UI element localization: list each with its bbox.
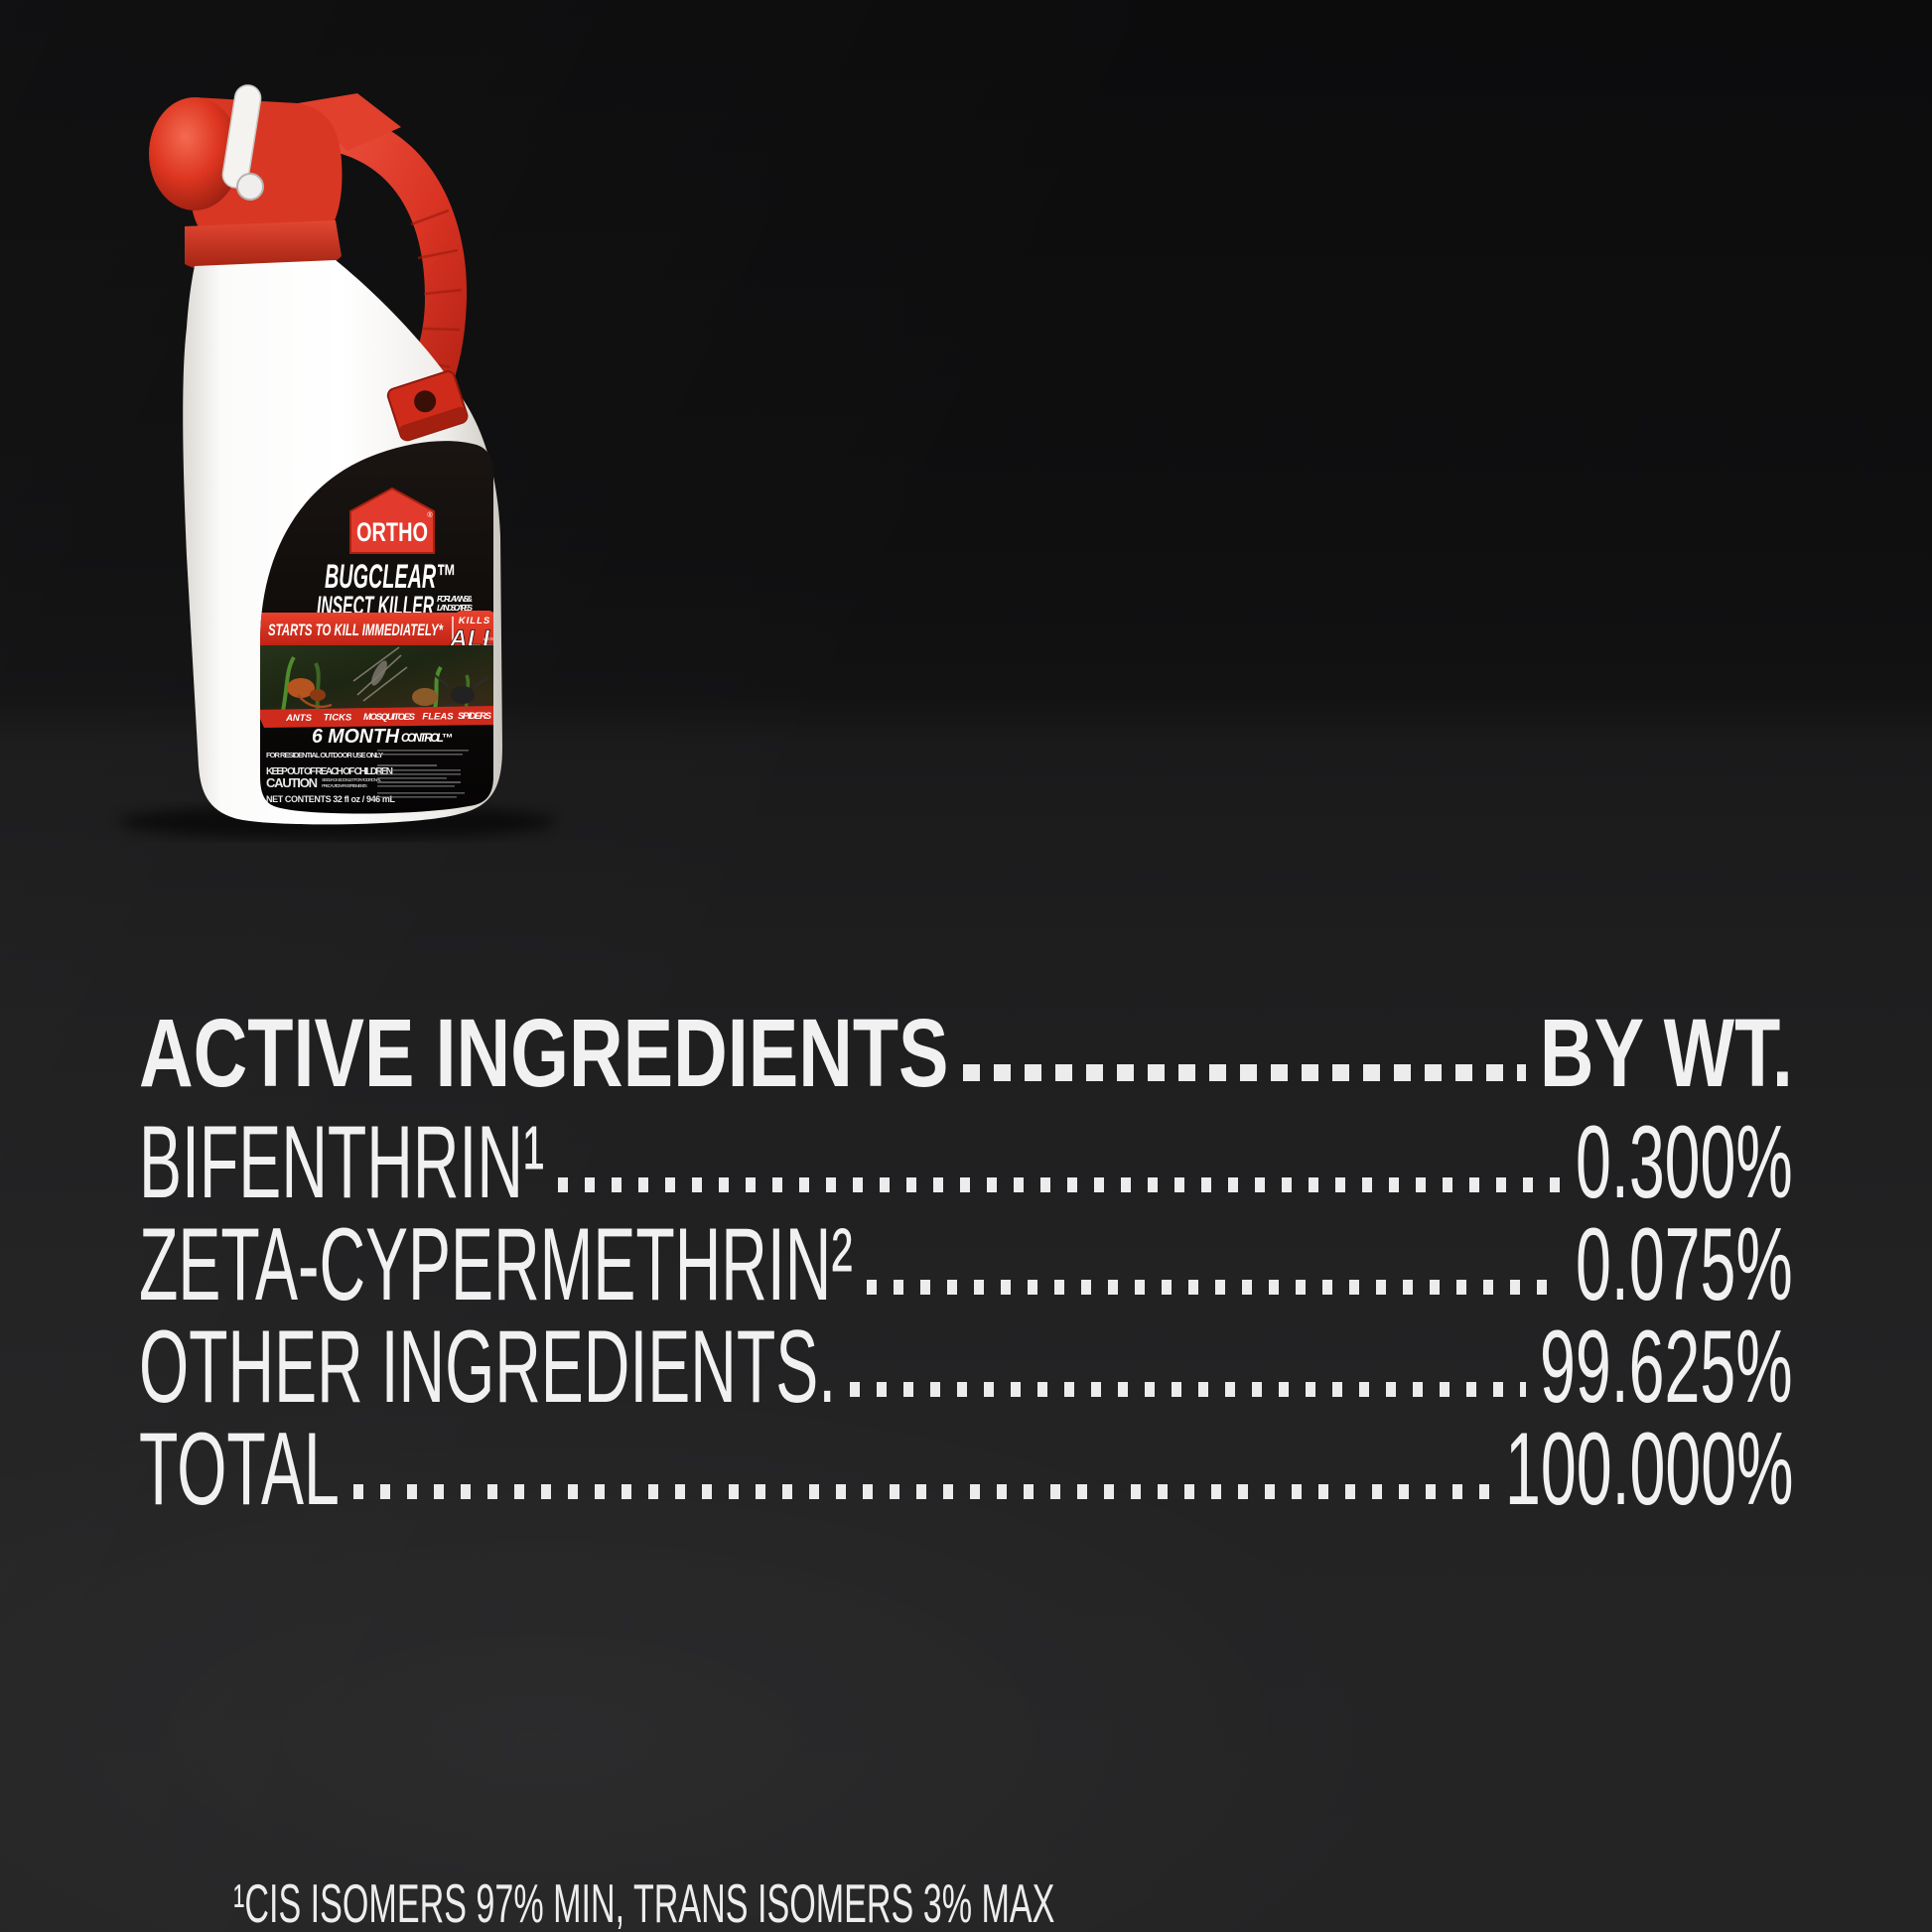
for-lawns-line2: LANDSCAPES [437, 603, 473, 613]
ingredient-row-other-ingredients: OTHER INGREDIENTS. 99.625% [139, 1315, 1793, 1419]
ingredient-row-zeta-cypermethrin: ZETA-CYPERMETHRIN² 0.075% [139, 1213, 1793, 1316]
sprayer-head [149, 84, 343, 275]
caution-note-line2: PRECAUTIONARY STATEMENTS [322, 783, 367, 788]
active-ingredients-table: ACTIVE INGREDIENTS BY WT. BIFENTHRIN¹ 0.… [139, 1005, 1793, 1521]
ingredient-percent: 0.300% [1576, 1105, 1793, 1220]
insect-name-ticks: TICKS [324, 713, 352, 724]
dot-leader [558, 1177, 1563, 1192]
ortho-logo: ORTHO ® [349, 486, 435, 554]
badge-kills: KILLS [459, 616, 490, 626]
insect-name-spiders: SPIDERS [458, 711, 492, 722]
footnote-cis-isomers: ¹CIS ISOMERS 97% MIN, TRANS ISOMERS 3% M… [142, 1794, 1241, 1932]
banner-text: STARTS TO KILL IMMEDIATELY* [268, 621, 444, 639]
sprayer-nozzle [149, 97, 240, 210]
dot-leader [352, 1484, 1491, 1499]
product-line: BUGCLEAR™ [325, 558, 456, 596]
for-lawns-line1: FOR LAWNS & [437, 594, 473, 604]
control-word: CONTROL™ [401, 733, 453, 745]
ingredient-percent: 99.625% [1540, 1310, 1793, 1425]
caution-word: CAUTION [266, 775, 318, 790]
insect-name-ants: ANTS [285, 713, 313, 724]
ingredient-percent: 100.000% [1504, 1412, 1793, 1527]
footnote-text: ¹CIS ISOMERS 97% MIN, TRANS ISOMERS 3% M… [232, 1872, 1055, 1932]
hose-connector [386, 370, 469, 442]
ingredient-row-total: TOTAL 100.000% [139, 1418, 1793, 1521]
ingredient-percent: 0.075% [1576, 1207, 1793, 1322]
ingredient-row-bifenthrin: BIFENTHRIN¹ 0.300% [139, 1111, 1793, 1214]
badge-listed: LISTED [483, 636, 497, 641]
ingredients-header-label: ACTIVE INGREDIENTS [139, 999, 949, 1107]
ingredients-header-row: ACTIVE INGREDIENTS BY WT. [139, 1005, 1793, 1101]
footnotes: ¹CIS ISOMERS 97% MIN, TRANS ISOMERS 3% M… [142, 1648, 1241, 1932]
sprayer-lever [221, 84, 262, 189]
insect-photo-band [260, 645, 493, 712]
label-fine-print-lines [377, 750, 469, 798]
ingredient-name: ZETA-CYPERMETHRIN² [139, 1207, 853, 1322]
ingredient-name: BIFENTHRIN¹ [139, 1105, 545, 1220]
product-photo: ORTHO ® BUGCLEAR™ INSECT KILLER FOR LAWN… [119, 84, 556, 839]
ingredient-name: OTHER INGREDIENTS. [139, 1310, 837, 1425]
ingredient-name: TOTAL [139, 1412, 340, 1527]
caution-note-line1: SEE BACK BOOKLET FOR ADDITIONAL [322, 777, 381, 782]
insect-name-mosquitoes: MOSQUITOES [363, 712, 416, 723]
banner-strip [260, 613, 493, 645]
brand-text: ORTHO [356, 517, 428, 547]
dot-leader [962, 1064, 1526, 1081]
dot-leader [866, 1280, 1563, 1295]
residential-use-text: FOR RESIDENTIAL OUTDOOR USE ONLY [266, 751, 383, 759]
by-weight-label: BY WT. [1539, 999, 1793, 1107]
sprayer-arc-handle [298, 93, 468, 417]
dot-leader [850, 1382, 1527, 1397]
lever-pivot [236, 173, 264, 201]
net-contents-text: NET CONTENTS 32 fl oz / 946 mL [266, 794, 396, 804]
control-duration: 6 MONTH [312, 726, 400, 748]
insect-names-strip: ANTS TICKS MOSQUITOES FLEAS SPIDERS [260, 706, 493, 728]
registered-mark: ® [427, 511, 433, 519]
keep-out-text: KEEP OUT OF REACH OF CHILDREN [266, 766, 393, 777]
insect-name-fleas: FLEAS [422, 712, 454, 723]
